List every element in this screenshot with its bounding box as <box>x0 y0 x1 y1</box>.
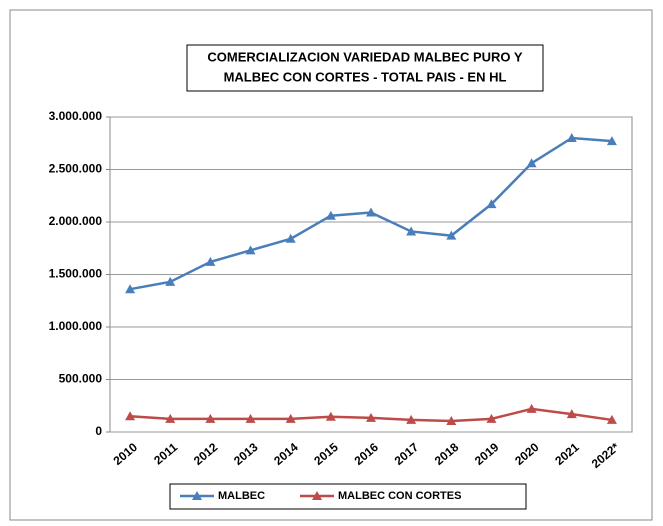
marker <box>486 199 497 209</box>
y-tick-label: 1.000.000 <box>49 319 103 333</box>
marker <box>285 413 296 423</box>
marker <box>526 403 537 413</box>
legend-marker <box>312 491 322 500</box>
marker <box>125 411 136 421</box>
y-tick-label: 1.500.000 <box>49 267 103 281</box>
chart-title: MALBEC CON CORTES - TOTAL PAIS - EN HL <box>224 69 507 84</box>
chart-title: COMERCIALIZACION VARIEDAD MALBEC PURO Y <box>207 49 522 64</box>
title-box <box>186 44 544 92</box>
marker <box>165 413 176 423</box>
marker <box>366 412 376 422</box>
marker <box>165 276 176 286</box>
chart-border <box>9 9 653 521</box>
marker <box>606 136 617 146</box>
marker <box>205 256 216 266</box>
legend <box>169 483 527 510</box>
marker <box>285 233 296 243</box>
marker <box>486 413 497 423</box>
y-tick-label: 2.500.000 <box>49 162 103 176</box>
marker <box>205 413 216 423</box>
marker <box>566 409 577 419</box>
marker <box>526 158 537 168</box>
marker <box>125 284 136 294</box>
marker <box>566 133 577 142</box>
y-tick-label: 2.000.000 <box>49 214 103 228</box>
y-tick-label: 500.000 <box>59 372 103 386</box>
y-tick-label: 3.000.000 <box>49 109 103 123</box>
marker <box>245 245 256 255</box>
marker <box>325 210 336 220</box>
marker <box>446 230 457 240</box>
marker <box>446 415 457 425</box>
marker <box>325 411 336 421</box>
marker <box>406 414 417 424</box>
marker <box>406 226 417 236</box>
marker <box>366 207 376 217</box>
legend-marker <box>192 491 202 500</box>
y-tick-label: 0 <box>95 424 102 438</box>
legend-label: MALBEC CON CORTES <box>338 490 461 502</box>
marker <box>245 413 256 423</box>
legend-label: MALBEC <box>218 490 265 502</box>
marker <box>606 414 617 424</box>
